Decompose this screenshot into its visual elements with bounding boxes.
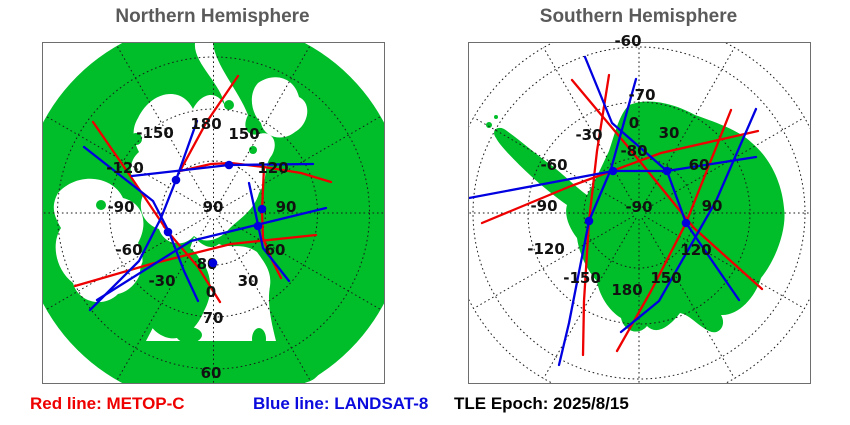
meridian-line bbox=[641, 47, 735, 209]
satellite-dots-layer bbox=[584, 166, 691, 228]
tle-epoch-label: TLE Epoch: 2025/8/15 bbox=[454, 394, 629, 413]
satellite-track-red bbox=[570, 78, 764, 291]
satellite-track-blue bbox=[619, 107, 758, 334]
graticule-label: -60 bbox=[614, 32, 641, 50]
graticule-label: 120 bbox=[257, 159, 288, 177]
meridian-line bbox=[543, 47, 637, 209]
graticule-label: 150 bbox=[228, 125, 259, 143]
satellite-dots-layer bbox=[163, 160, 267, 268]
graticule-label: 90 bbox=[702, 197, 723, 215]
graticule-label: 90 bbox=[203, 198, 224, 216]
satellite-position-dot bbox=[257, 204, 267, 214]
satellite-position-dot bbox=[584, 216, 594, 226]
satellite-track-red bbox=[260, 165, 283, 280]
meridian-line bbox=[643, 215, 805, 309]
blue-line-legend: Blue line: LANDSAT-8 bbox=[253, 394, 429, 413]
satellite-position-dot bbox=[608, 166, 618, 176]
graticule-label: -90 bbox=[530, 197, 557, 215]
graticule-label: 0 bbox=[629, 114, 639, 132]
graticule-label: 150 bbox=[650, 269, 681, 287]
satellite-position-dot bbox=[662, 166, 672, 176]
graticule-label: 60 bbox=[265, 241, 286, 259]
meridian-line bbox=[473, 215, 635, 309]
meridian-line bbox=[473, 117, 635, 211]
graticule-label: 60 bbox=[689, 156, 710, 174]
graticule-label: -60 bbox=[540, 156, 567, 174]
satellite-position-dot bbox=[253, 221, 263, 231]
graticule-label: 30 bbox=[659, 124, 680, 142]
graticule-label: 70 bbox=[203, 309, 224, 327]
satellite-position-dot bbox=[171, 175, 181, 185]
graticule-label: -90 bbox=[625, 198, 652, 216]
southern-hemisphere-map: -60 -70 0 30 -30 -80 60 -60 90 -90 -90 120 -120 150 -1… bbox=[468, 32, 811, 384]
graticule-label: -120 bbox=[527, 240, 565, 258]
satellite-position-dot bbox=[208, 258, 218, 268]
meridian-line bbox=[643, 117, 805, 211]
graticule-label: -150 bbox=[136, 124, 174, 142]
graticule-label: 180 bbox=[190, 115, 221, 133]
graticule-label: -120 bbox=[106, 159, 144, 177]
graticule-labels-layer: -60 -70 0 30 -30 -80 60 -60 90 -90 -90 120 -120 150 -1… bbox=[527, 32, 722, 299]
graticule-label: -70 bbox=[628, 86, 655, 104]
graticule-layer bbox=[469, 43, 810, 383]
meridian-line bbox=[543, 217, 637, 379]
satellite-track-red bbox=[178, 74, 240, 173]
graticule-label: -80 bbox=[620, 142, 647, 160]
latitude-ring bbox=[109, 108, 318, 318]
graticule-label: 0 bbox=[206, 283, 216, 301]
satellite-position-dot bbox=[681, 218, 691, 228]
satellite-track-blue bbox=[247, 181, 291, 283]
satellite-position-dot bbox=[163, 227, 173, 237]
latitude-ring bbox=[583, 157, 695, 269]
red-line-legend: Red line: METOP-C bbox=[30, 394, 185, 413]
graticule-label: -90 bbox=[107, 198, 134, 216]
graticule-label: -30 bbox=[575, 126, 602, 144]
graticule-label: 120 bbox=[680, 241, 711, 259]
graticule-label: -30 bbox=[148, 272, 175, 290]
land-layer bbox=[43, 43, 384, 383]
latitude-ring bbox=[472, 46, 806, 380]
graticule-label: -150 bbox=[563, 269, 601, 287]
graticule-label: 30 bbox=[238, 272, 259, 290]
satellite-track-blue bbox=[95, 206, 328, 302]
satellite-track-red bbox=[73, 233, 318, 288]
northern-hemisphere-title: Northern Hemisphere bbox=[115, 6, 310, 27]
satellite-position-dot bbox=[224, 160, 234, 170]
graticule-label: 180 bbox=[611, 281, 642, 299]
graticule-label: -60 bbox=[115, 241, 142, 259]
southern-hemisphere-title: Southern Hemisphere bbox=[539, 6, 738, 27]
graticule-label: 90 bbox=[276, 198, 297, 216]
satellite-track-blue bbox=[469, 155, 758, 200]
meridian-line bbox=[641, 217, 735, 379]
graticule-label: 60 bbox=[201, 364, 222, 382]
